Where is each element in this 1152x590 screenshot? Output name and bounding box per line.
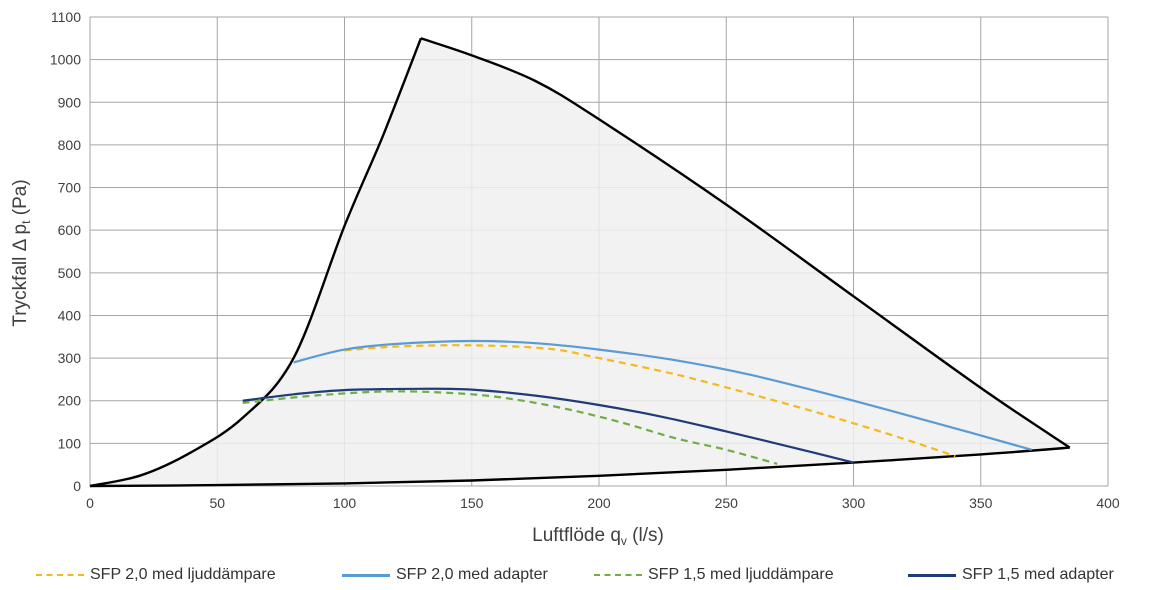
tick-labels: 0 100 200 300 400 500 600 700 800 900 1000 1100 0 50 1… (50, 9, 1120, 511)
y-tick-label: 400 (58, 307, 82, 323)
y-axis-title: Tryckfall Δ pt (Pa) (10, 179, 33, 326)
series-line-1 (293, 339, 1032, 451)
legend-item-sfp20-adapter: SFP 2,0 med adapter (342, 566, 548, 584)
x-axis-title-sub: v (621, 534, 627, 548)
legend-item-sfp20-ljuddampare: SFP 2,0 med ljuddämpare (36, 566, 276, 584)
chart: 0 100 200 300 400 500 600 700 800 900 1000 1100 0 50 1… (10, 9, 1120, 548)
x-tick-label: 150 (460, 495, 484, 511)
x-tick-label: 0 (86, 495, 94, 511)
y-tick-label: 600 (58, 222, 82, 238)
series-line-2 (242, 390, 778, 465)
operating-area (89, 37, 1071, 488)
legend-swatch-sfp15-ljuddampare (594, 574, 642, 576)
legend-swatch-sfp15-adapter (908, 573, 956, 577)
y-axis-title-main: Tryckfall Δ p (10, 224, 31, 327)
series-line-3 (242, 387, 854, 464)
x-tick-label: 100 (333, 495, 357, 511)
y-tick-label: 900 (58, 94, 82, 110)
x-axis-title-unit: (l/s) (627, 525, 664, 546)
y-tick-label: 200 (58, 393, 82, 409)
legend-item-sfp15-adapter: SFP 1,5 med adapter (908, 566, 1114, 584)
y-tick-label: 1100 (51, 9, 81, 25)
x-tick-label: 250 (715, 495, 739, 511)
x-axis-title: Luftflöde qv (l/s) (532, 525, 664, 548)
legend-label-sfp15-ljuddampare: SFP 1,5 med ljuddämpare (648, 566, 834, 583)
y-tick-label: 1000 (50, 52, 81, 68)
y-axis-title-sub: t (19, 220, 33, 224)
x-tick-label: 400 (1096, 495, 1120, 511)
y-tick-label: 700 (58, 180, 82, 196)
x-tick-label: 200 (587, 495, 611, 511)
legend-label-sfp20-adapter: SFP 2,0 med adapter (396, 566, 548, 583)
legend: SFP 2,0 med ljuddämpare SFP 2,0 med adap… (0, 566, 1152, 588)
x-tick-label: 300 (842, 495, 866, 511)
operating-area-upper-right (420, 37, 1071, 449)
series-line-0 (344, 344, 956, 458)
y-tick-label: 300 (58, 350, 82, 366)
operating-area-upper-left (89, 37, 423, 488)
y-tick-label: 500 (58, 265, 82, 281)
series-lines (242, 339, 1032, 465)
legend-swatch-sfp20-adapter (342, 573, 390, 577)
legend-swatch-sfp20-ljuddampare (36, 574, 84, 576)
y-axis-title-unit: (Pa) (10, 179, 31, 220)
x-tick-label: 350 (969, 495, 993, 511)
legend-label-sfp15-adapter: SFP 1,5 med adapter (962, 566, 1114, 583)
x-axis-title-main: Luftflöde q (532, 525, 621, 546)
operating-area-fill (90, 38, 1070, 487)
legend-label-sfp20-ljuddampare: SFP 2,0 med ljuddämpare (90, 566, 276, 583)
x-tick-label: 50 (209, 495, 225, 511)
y-tick-label: 0 (73, 478, 81, 494)
y-tick-label: 800 (58, 137, 82, 153)
legend-item-sfp15-ljuddampare: SFP 1,5 med ljuddämpare (594, 566, 834, 584)
operating-area-lower-boundary (89, 446, 1070, 488)
y-tick-label: 100 (58, 435, 82, 451)
